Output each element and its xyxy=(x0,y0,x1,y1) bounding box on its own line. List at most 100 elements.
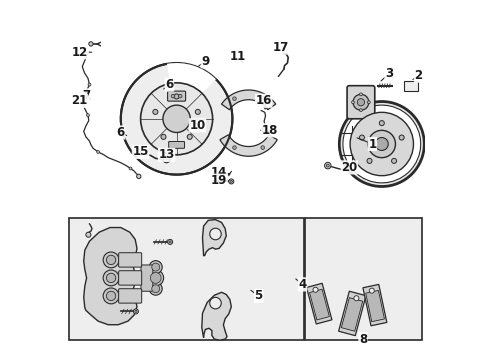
Circle shape xyxy=(87,114,90,117)
Circle shape xyxy=(354,296,359,301)
Circle shape xyxy=(233,146,236,149)
Circle shape xyxy=(135,310,137,312)
Circle shape xyxy=(149,282,162,295)
Circle shape xyxy=(399,135,404,140)
Circle shape xyxy=(360,109,363,112)
Circle shape xyxy=(360,135,365,140)
Text: 2: 2 xyxy=(415,69,422,82)
Circle shape xyxy=(339,102,424,186)
Circle shape xyxy=(168,239,172,244)
Circle shape xyxy=(152,285,160,293)
Circle shape xyxy=(153,109,158,114)
Circle shape xyxy=(97,150,99,153)
Polygon shape xyxy=(202,220,226,256)
Text: 5: 5 xyxy=(255,289,263,302)
FancyBboxPatch shape xyxy=(119,271,142,285)
Polygon shape xyxy=(202,292,231,340)
Circle shape xyxy=(350,112,414,176)
Polygon shape xyxy=(366,291,385,322)
FancyBboxPatch shape xyxy=(119,289,142,303)
FancyBboxPatch shape xyxy=(168,91,186,101)
Circle shape xyxy=(178,94,182,98)
Circle shape xyxy=(88,83,91,86)
Circle shape xyxy=(150,273,161,283)
Polygon shape xyxy=(342,298,363,331)
Text: 20: 20 xyxy=(341,161,358,174)
Circle shape xyxy=(171,94,175,98)
Circle shape xyxy=(106,273,116,283)
Circle shape xyxy=(368,130,395,158)
Circle shape xyxy=(261,146,265,149)
Circle shape xyxy=(324,162,331,169)
Circle shape xyxy=(357,99,365,106)
Circle shape xyxy=(89,42,93,46)
Polygon shape xyxy=(339,291,366,336)
Circle shape xyxy=(326,164,329,167)
Circle shape xyxy=(360,93,363,96)
Text: 15: 15 xyxy=(132,145,149,158)
Circle shape xyxy=(353,94,369,110)
Text: 7: 7 xyxy=(82,89,90,102)
Text: 17: 17 xyxy=(273,41,289,54)
Polygon shape xyxy=(221,90,276,110)
Text: 10: 10 xyxy=(189,119,206,132)
Circle shape xyxy=(313,287,318,292)
Circle shape xyxy=(210,297,221,309)
Bar xyxy=(69,218,304,340)
FancyBboxPatch shape xyxy=(169,141,185,148)
Circle shape xyxy=(163,105,190,132)
Text: 6: 6 xyxy=(165,78,173,91)
Polygon shape xyxy=(220,135,277,156)
Circle shape xyxy=(129,167,132,170)
Text: 1: 1 xyxy=(368,138,376,150)
Text: 13: 13 xyxy=(158,148,174,161)
Circle shape xyxy=(137,174,141,179)
Circle shape xyxy=(187,134,192,139)
Circle shape xyxy=(369,288,374,293)
Circle shape xyxy=(343,105,421,183)
Wedge shape xyxy=(167,63,216,119)
Circle shape xyxy=(196,109,200,114)
FancyBboxPatch shape xyxy=(347,86,375,119)
Circle shape xyxy=(86,232,91,237)
Circle shape xyxy=(121,63,232,175)
Polygon shape xyxy=(310,289,329,320)
Circle shape xyxy=(174,94,179,99)
Circle shape xyxy=(351,101,354,104)
FancyBboxPatch shape xyxy=(141,265,153,291)
Circle shape xyxy=(368,101,370,104)
Text: 18: 18 xyxy=(261,124,278,137)
Circle shape xyxy=(163,156,170,163)
Text: 14: 14 xyxy=(211,166,227,179)
Circle shape xyxy=(103,288,119,304)
Circle shape xyxy=(379,121,384,126)
Polygon shape xyxy=(363,284,387,326)
Circle shape xyxy=(103,252,119,268)
Circle shape xyxy=(229,179,234,184)
Text: 19: 19 xyxy=(211,174,227,187)
Polygon shape xyxy=(307,283,332,324)
Text: 9: 9 xyxy=(201,55,210,68)
Bar xyxy=(305,218,422,340)
Circle shape xyxy=(103,270,119,286)
Text: 3: 3 xyxy=(385,67,393,80)
Circle shape xyxy=(149,261,162,274)
Text: 4: 4 xyxy=(298,278,307,291)
Circle shape xyxy=(367,158,372,163)
Text: 12: 12 xyxy=(72,46,88,59)
Circle shape xyxy=(106,291,116,301)
Circle shape xyxy=(230,180,232,183)
Circle shape xyxy=(233,97,236,100)
Circle shape xyxy=(133,309,139,314)
Circle shape xyxy=(141,83,213,155)
Circle shape xyxy=(392,158,396,163)
FancyBboxPatch shape xyxy=(404,81,418,91)
Circle shape xyxy=(210,228,221,240)
Circle shape xyxy=(148,270,164,286)
Circle shape xyxy=(169,241,171,243)
Text: 11: 11 xyxy=(230,50,246,63)
Text: 8: 8 xyxy=(359,333,367,346)
Text: 21: 21 xyxy=(71,94,88,107)
Polygon shape xyxy=(84,228,137,325)
Text: 16: 16 xyxy=(255,94,272,107)
